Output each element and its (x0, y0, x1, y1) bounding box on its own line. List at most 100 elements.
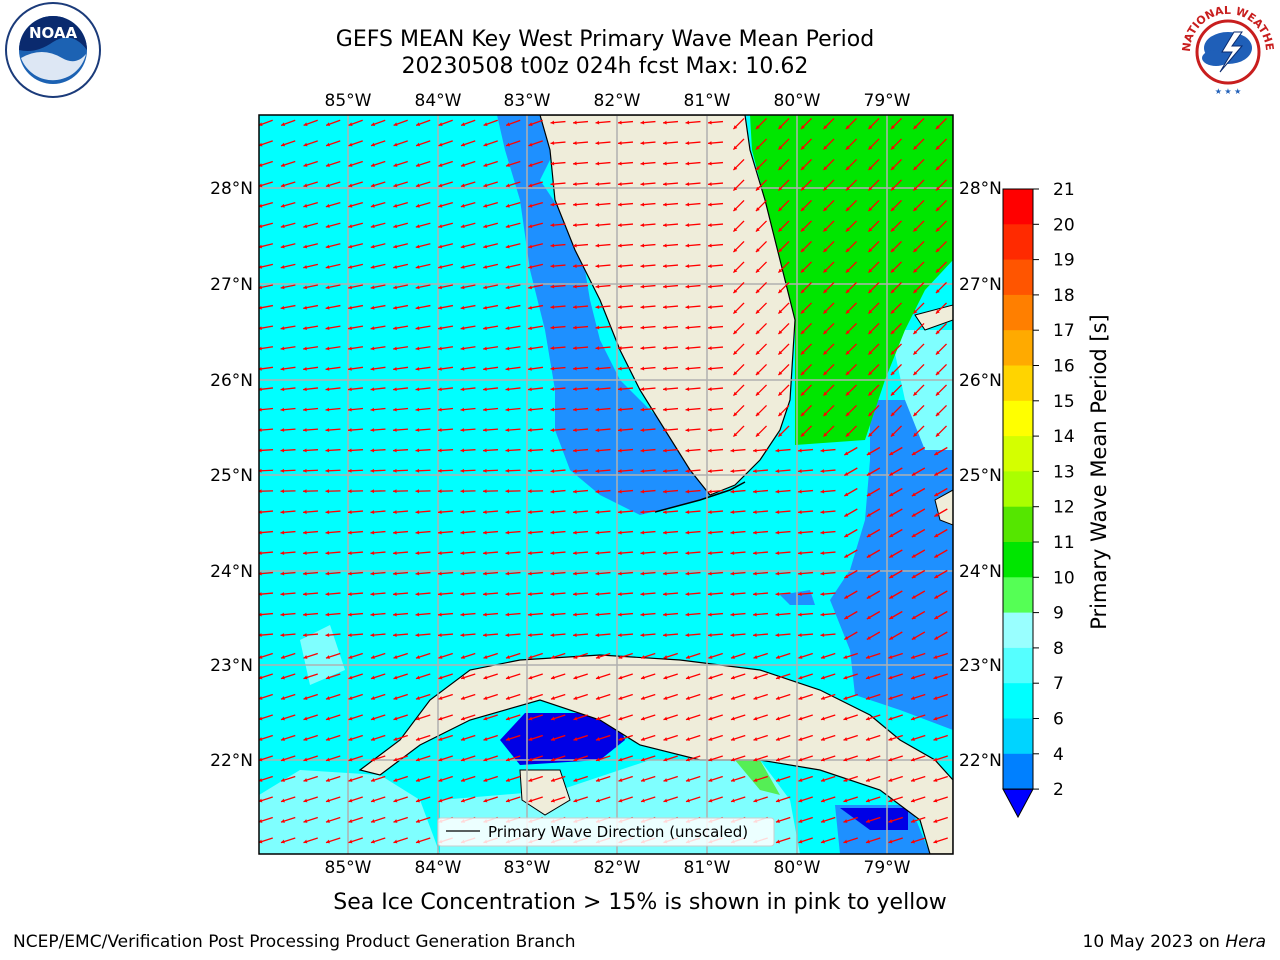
wave-arrow-head (730, 530, 735, 535)
wave-arrow-head (573, 551, 577, 555)
wave-arrow-head (348, 510, 352, 514)
wave-arrow-head (663, 120, 667, 125)
wave-arrow-head (325, 571, 330, 576)
wave-arrow-head (325, 633, 330, 637)
wave-arrow-head (483, 675, 488, 680)
wave-arrow-head (845, 391, 850, 396)
wave-arrow-head (595, 489, 600, 494)
wave-arrow-head (325, 387, 330, 392)
wave-arrow-head (259, 183, 263, 188)
wave-arrow-head (820, 655, 825, 659)
wave-arrow-head (640, 469, 645, 473)
wave-arrow-head (528, 655, 533, 659)
wave-arrow-head (528, 346, 532, 351)
wave-arrow-head (618, 161, 622, 166)
wave-arrow-head (393, 510, 397, 514)
wave-arrow-head (528, 612, 532, 617)
wave-arrow-head (393, 571, 397, 576)
wave-arrow-head (685, 655, 690, 659)
wave-arrow-head (685, 243, 690, 248)
wave-arrow-head (259, 142, 263, 147)
wave-arrow-head (708, 798, 713, 803)
wave-arrow-head (934, 595, 939, 599)
wave-arrow-head (348, 633, 352, 637)
wave-arrow-head (733, 207, 738, 212)
wave-arrow-head (595, 757, 600, 762)
wave-arrow-head (460, 183, 465, 188)
wave-arrow-head (348, 592, 352, 596)
wave-arrow-head (438, 655, 443, 659)
wave-arrow-head (550, 510, 555, 514)
wave-arrow-head (640, 655, 645, 659)
wave-arrow-head (708, 551, 712, 555)
wave-arrow-head (866, 574, 871, 578)
colorbar-tick-label: 20 (1053, 215, 1075, 235)
wave-arrow-head (753, 633, 757, 637)
colorbar-segment (1003, 577, 1033, 614)
wave-arrow-head (348, 203, 353, 208)
wave-arrow-head (708, 510, 712, 514)
wave-arrow-head (823, 125, 828, 130)
wave-arrow-head (890, 371, 895, 376)
wave-arrow-head (505, 305, 510, 310)
wave-arrow-head (640, 551, 645, 555)
wave-arrow-head (843, 798, 848, 803)
wave-arrow-head (595, 510, 600, 514)
wave-arrow-head (280, 489, 285, 494)
wave-arrow-head (415, 696, 420, 700)
wave-arrow-head (259, 778, 263, 782)
wave-arrow-head (573, 696, 578, 700)
wave-arrow-head (890, 350, 895, 355)
wave-arrow-head (505, 265, 510, 269)
wave-arrow-head (528, 633, 532, 637)
wave-arrow-head (528, 326, 532, 330)
wave-arrow-head (868, 227, 873, 232)
wave-arrow-head (393, 716, 398, 721)
wave-arrow-head (595, 325, 600, 330)
wave-arrow-head (550, 223, 555, 227)
wave-arrow-head (393, 592, 397, 596)
wave-arrow-head (280, 387, 285, 392)
wave-arrow-head (708, 202, 712, 207)
wave-arrow-head (775, 737, 780, 741)
wave-arrow-head (708, 243, 712, 248)
wave-arrow-head (753, 675, 758, 680)
wave-arrow-head (325, 407, 330, 412)
wave-arrow-head (663, 655, 668, 659)
wave-arrow-head (528, 183, 533, 188)
wave-arrow-head (460, 633, 465, 637)
wave-arrow-head (618, 305, 622, 309)
wave-arrow-head (868, 268, 873, 273)
wave-arrow-head (370, 737, 375, 741)
wave-arrow-head (890, 289, 895, 294)
wave-arrow-head (685, 202, 690, 207)
lat-tick-right: 26°N (959, 371, 1002, 391)
wave-arrow-head (865, 675, 870, 680)
colorbar-tick-label: 2 (1053, 780, 1064, 800)
wave-arrow-head (708, 716, 713, 721)
wave-arrow-head (573, 264, 577, 268)
wave-arrow-head (460, 305, 465, 310)
wave-arrow-head (775, 839, 780, 844)
wave-arrow-head (685, 675, 690, 680)
wave-arrow-head (618, 592, 622, 596)
wave-arrow-head (325, 612, 330, 617)
wave-arrow-head (393, 285, 398, 290)
wave-arrow-head (775, 798, 780, 803)
wave-arrow-head (778, 227, 783, 232)
wave-arrow-head (820, 510, 825, 514)
wave-arrow-head (934, 554, 939, 558)
wave-arrow-head (775, 757, 780, 762)
wave-arrow-head (550, 612, 555, 617)
wave-arrow-head (778, 371, 783, 376)
wave-arrow-head (800, 268, 805, 273)
wave-arrow-head (866, 595, 871, 599)
wave-arrow-head (325, 530, 330, 535)
wave-arrow-head (935, 207, 940, 212)
wave-arrow-head (280, 655, 285, 659)
wave-arrow-head (843, 778, 848, 782)
wave-arrow-head (438, 122, 443, 127)
wave-arrow-head (640, 182, 645, 186)
wave-arrow-head (663, 223, 667, 227)
lon-tick-bottom: 85°W (325, 858, 372, 878)
